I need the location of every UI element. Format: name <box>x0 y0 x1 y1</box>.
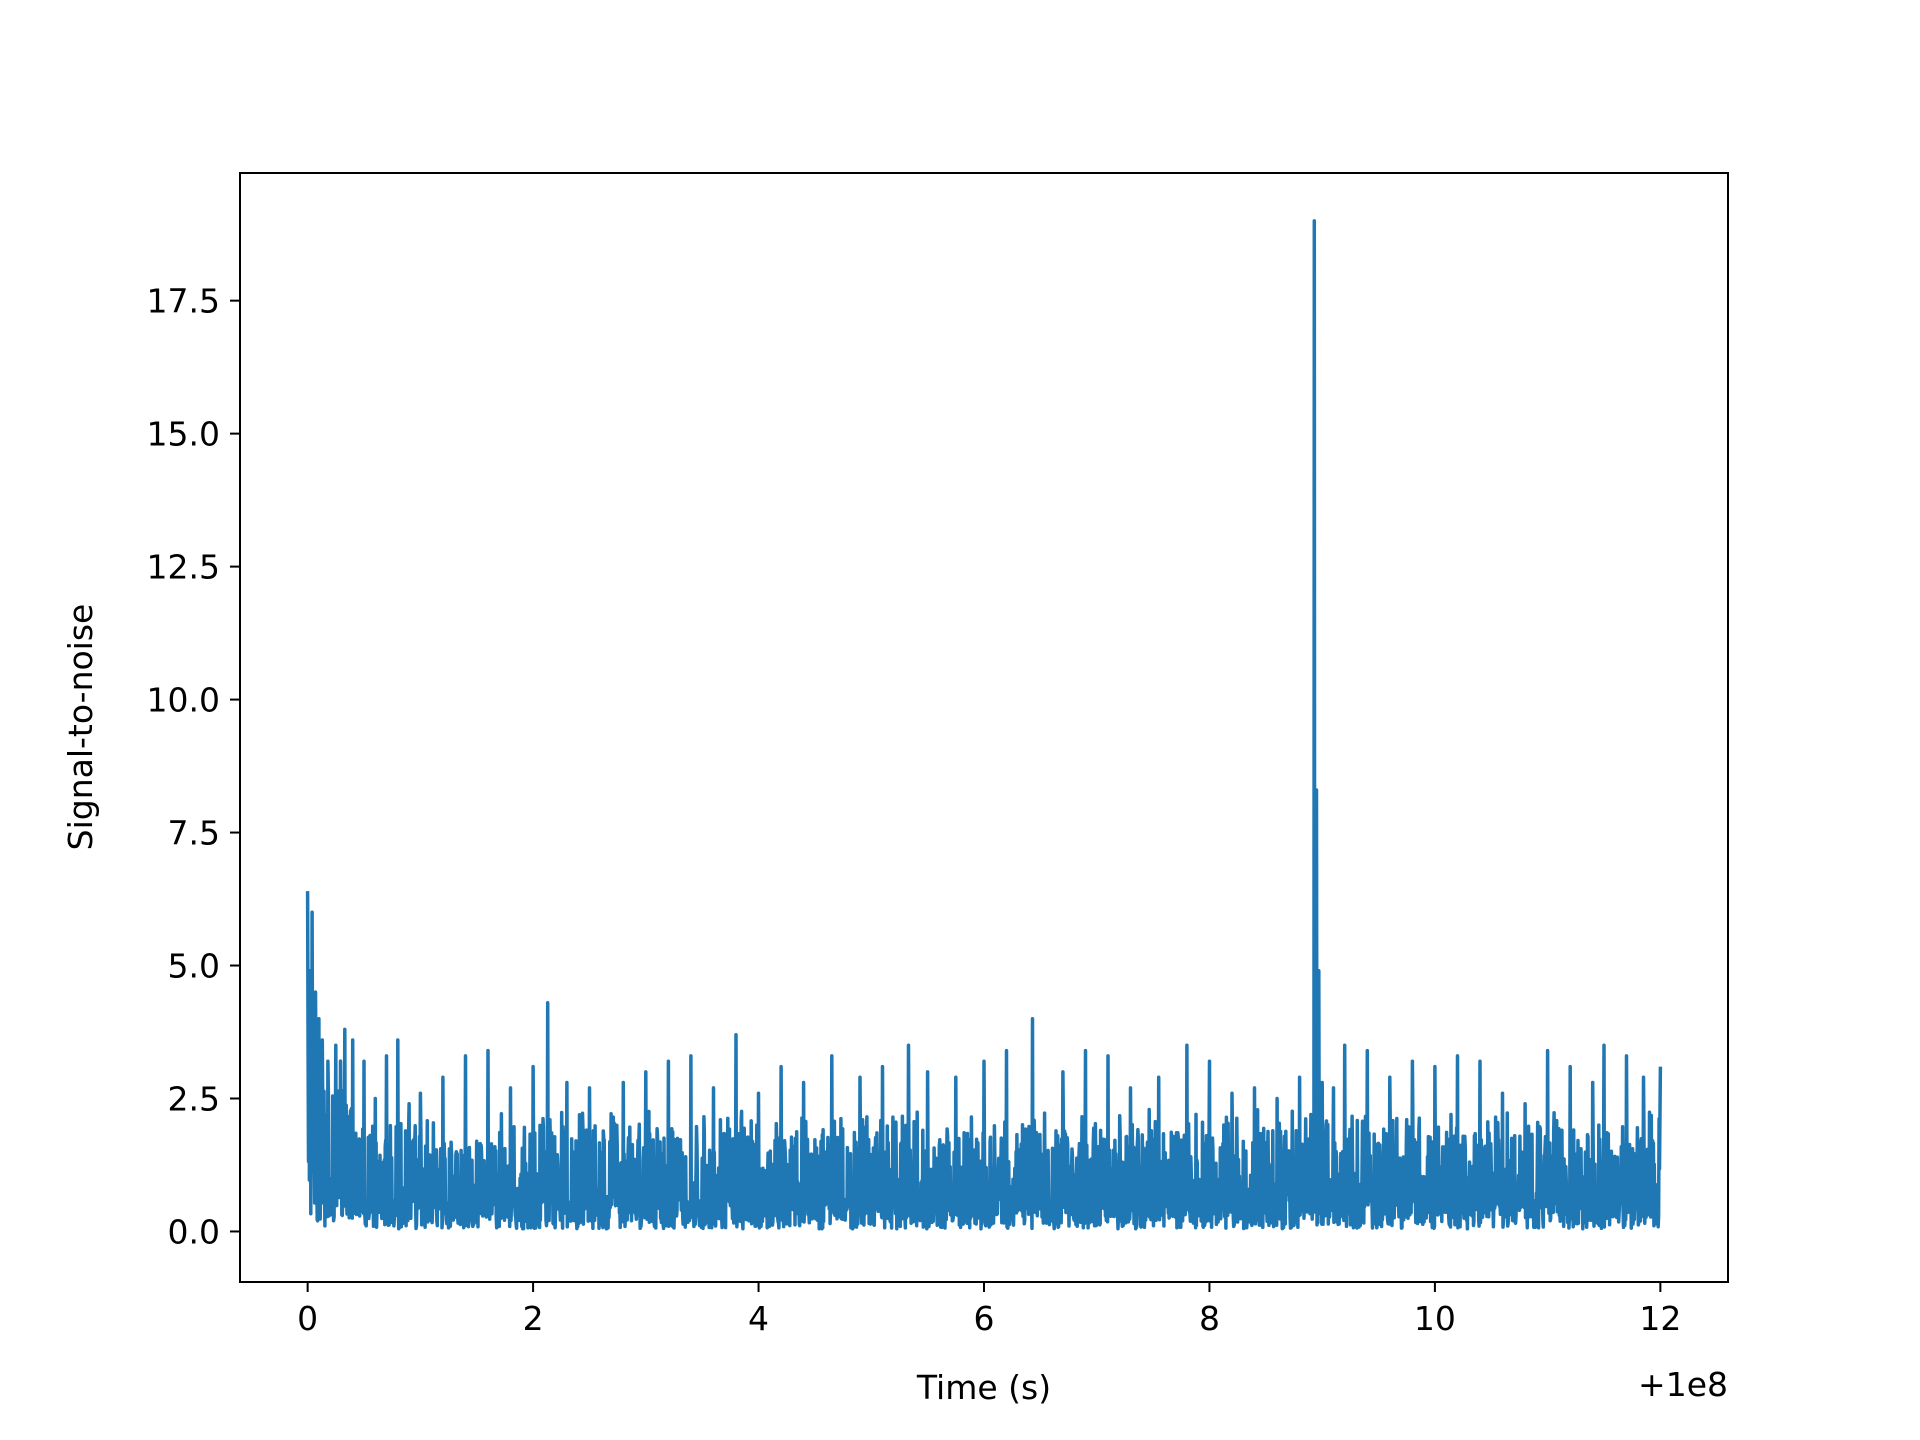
x-axis-label: Time (s) <box>916 1368 1051 1407</box>
x-tick-label: 4 <box>748 1299 769 1338</box>
x-tick-label: 12 <box>1639 1299 1681 1338</box>
y-tick-label: 7.5 <box>168 814 220 853</box>
y-axis-label: Signal-to-noise <box>61 604 100 851</box>
y-tick-label: 5.0 <box>168 947 220 986</box>
plot-area <box>305 219 1663 1231</box>
x-tick-label: 8 <box>1199 1299 1220 1338</box>
x-axis-offset-label: +1e8 <box>1638 1365 1728 1404</box>
y-tick-label: 10.0 <box>147 681 220 720</box>
y-tick-label: 12.5 <box>147 548 220 587</box>
y-tick-label: 15.0 <box>147 415 220 454</box>
series-line <box>305 219 1663 1231</box>
y-axis: 0.0 2.5 5.0 7.5 10.0 12.5 15.0 17.5 <box>147 282 240 1251</box>
x-axis: 0 2 4 6 8 10 12 <box>297 1282 1681 1338</box>
x-tick-label: 10 <box>1414 1299 1456 1338</box>
x-tick-label: 6 <box>974 1299 995 1338</box>
x-tick-label: 2 <box>523 1299 544 1338</box>
y-tick-label: 17.5 <box>147 282 220 321</box>
x-tick-label: 0 <box>297 1299 318 1338</box>
y-tick-label: 0.0 <box>168 1212 220 1251</box>
y-tick-label: 2.5 <box>168 1079 220 1118</box>
